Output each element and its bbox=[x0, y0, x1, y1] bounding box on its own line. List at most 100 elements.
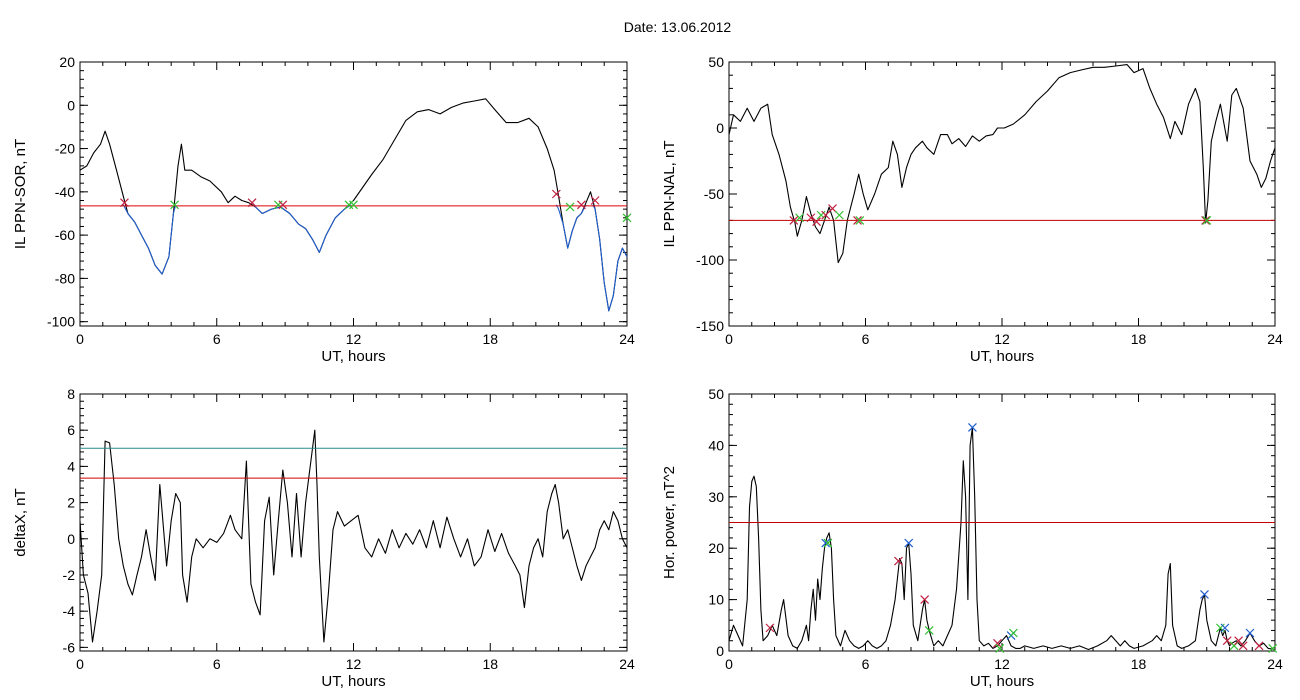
chart-power-marker bbox=[821, 538, 831, 548]
chart-deltax-ylabel: deltaX, nT bbox=[12, 488, 29, 556]
chart-power-ylabel: Hor. power, nT^2 bbox=[661, 466, 678, 579]
chart-power-marker bbox=[823, 538, 833, 548]
chart-deltax-xtick-label: 24 bbox=[619, 656, 635, 672]
chart-power-xtick-label: 6 bbox=[862, 656, 870, 672]
chart-sor-ytick-label: -20 bbox=[55, 141, 75, 157]
chart-power-ytick-label: 20 bbox=[708, 540, 724, 556]
chart-nal-xtick-label: 0 bbox=[725, 331, 733, 347]
chart-power-ytick-label: 50 bbox=[708, 386, 724, 402]
chart-nal-ytick-label: 0 bbox=[716, 120, 724, 136]
chart-deltax-series-0-line bbox=[79, 429, 628, 643]
chart-nal-marker bbox=[828, 204, 837, 213]
chart-sor-xtick-label: 24 bbox=[619, 331, 635, 347]
page-title: Date: 13.06.2012 bbox=[623, 19, 732, 35]
chart-sor-xtick-label: 0 bbox=[76, 331, 84, 347]
chart-sor-marker bbox=[247, 198, 257, 208]
chart-sor-xtick-label: 18 bbox=[482, 331, 498, 347]
chart-power-marker bbox=[920, 595, 930, 605]
chart-deltax-ytick-label: 8 bbox=[67, 386, 75, 402]
chart-power-marker bbox=[1238, 641, 1248, 651]
chart-sor-marker bbox=[278, 200, 288, 210]
chart-deltax-xtick-label: 12 bbox=[346, 656, 362, 672]
chart-sor-marker bbox=[170, 200, 180, 210]
chart-nal-ytick-label: -50 bbox=[704, 186, 724, 202]
chart-nal-marker bbox=[816, 210, 826, 220]
chart-sor-series-1-line bbox=[592, 204, 628, 312]
chart-power-xtick-label: 0 bbox=[725, 656, 733, 672]
chart-nal-ytick-label: -100 bbox=[696, 252, 724, 268]
chart-deltax-frame bbox=[79, 393, 628, 652]
chart-power-marker bbox=[765, 623, 775, 633]
chart-sor-ytick-label: -100 bbox=[47, 314, 75, 330]
chart-power-marker bbox=[924, 626, 934, 635]
chart-power-xtick-label: 18 bbox=[1131, 656, 1147, 672]
chart-sor-series-1-line bbox=[555, 204, 587, 249]
chart-sor-ytick-label: -80 bbox=[55, 270, 75, 286]
chart-deltax-xtick-label: 0 bbox=[76, 656, 84, 672]
chart-power-marker bbox=[1215, 623, 1225, 633]
chart-nal-xtick-label: 6 bbox=[862, 331, 870, 347]
chart-power-marker bbox=[993, 638, 1002, 648]
chart-sor-marker bbox=[565, 202, 575, 212]
chart-sor-xtick-label: 12 bbox=[346, 331, 362, 347]
chart-power-xtick-label: 12 bbox=[994, 656, 1010, 672]
chart-power-marker bbox=[904, 538, 914, 548]
chart-power-ytick-label: 40 bbox=[708, 437, 724, 453]
chart-nal-xtick-label: 18 bbox=[1131, 331, 1147, 347]
chart-sor-frame bbox=[79, 61, 628, 327]
chart-sor-marker bbox=[576, 200, 586, 210]
chart-sor-xlabel: UT, hours bbox=[321, 348, 385, 365]
chart-power-ytick-label: 10 bbox=[708, 592, 724, 608]
chart-sor-marker bbox=[120, 198, 129, 208]
chart-deltax-xtick-label: 6 bbox=[213, 656, 221, 672]
chart-sor-ytick-label: 0 bbox=[67, 97, 75, 113]
chart-sor-marker bbox=[551, 189, 561, 199]
chart-deltax-ytick-label: -2 bbox=[63, 567, 76, 583]
chart-power-marker bbox=[1222, 636, 1232, 646]
chart-nal-frame bbox=[728, 61, 1276, 327]
chart-nal-marker bbox=[789, 215, 799, 225]
chart-nal-series-0-line bbox=[728, 64, 1276, 264]
chart-sor-xtick-label: 6 bbox=[213, 331, 221, 347]
chart-deltax-ytick-label: -6 bbox=[63, 639, 76, 655]
chart-deltax-ytick-label: 6 bbox=[67, 422, 75, 438]
chart-sor-series-1-line bbox=[122, 204, 177, 275]
chart-nal-xlabel: UT, hours bbox=[970, 348, 1034, 365]
chart-sor-ytick-label: -60 bbox=[55, 227, 75, 243]
chart-nal-marker bbox=[834, 210, 844, 220]
chart-power-marker bbox=[1268, 644, 1278, 653]
chart-sor-series-1-line bbox=[252, 204, 352, 253]
chart-power-marker bbox=[1254, 641, 1264, 651]
chart-sor-marker bbox=[349, 200, 358, 210]
chart-nal-marker bbox=[1202, 215, 1212, 225]
chart-nal-marker bbox=[812, 217, 822, 227]
chart-nal-marker bbox=[795, 213, 804, 223]
chart-power-marker bbox=[995, 644, 1005, 653]
chart-power-marker bbox=[1008, 628, 1018, 638]
chart-nal-ytick-label: 50 bbox=[708, 54, 724, 70]
chart-sor-marker bbox=[622, 213, 632, 223]
chart-sor-marker bbox=[590, 196, 600, 205]
chart-power-xtick-label: 24 bbox=[1267, 656, 1283, 672]
chart-deltax-ytick-label: 0 bbox=[67, 531, 75, 547]
chart-sor-ytick-label: -40 bbox=[55, 184, 75, 200]
chart-deltax-ytick-label: -4 bbox=[63, 603, 76, 619]
chart-deltax-ytick-label: 4 bbox=[67, 458, 75, 474]
chart-nal-marker bbox=[1201, 215, 1211, 225]
chart-power-series-0-line bbox=[728, 426, 1276, 651]
chart-sor-ytick-label: 20 bbox=[59, 54, 75, 70]
chart-nal-xtick-label: 24 bbox=[1267, 331, 1283, 347]
chart-power-marker bbox=[968, 422, 977, 432]
chart-nal-ytick-label: -150 bbox=[696, 318, 724, 334]
chart-nal-marker bbox=[853, 215, 862, 225]
chart-power-marker bbox=[894, 556, 903, 566]
chart-power-ytick-label: 30 bbox=[708, 489, 724, 505]
chart-power-xlabel: UT, hours bbox=[970, 673, 1034, 690]
chart-deltax-xtick-label: 18 bbox=[482, 656, 498, 672]
chart-power-marker bbox=[1245, 628, 1255, 638]
chart-sor-marker bbox=[344, 200, 354, 210]
chart-nal-xtick-label: 12 bbox=[994, 331, 1010, 347]
chart-nal-marker bbox=[821, 210, 831, 220]
chart-deltax-xlabel: UT, hours bbox=[321, 673, 385, 690]
